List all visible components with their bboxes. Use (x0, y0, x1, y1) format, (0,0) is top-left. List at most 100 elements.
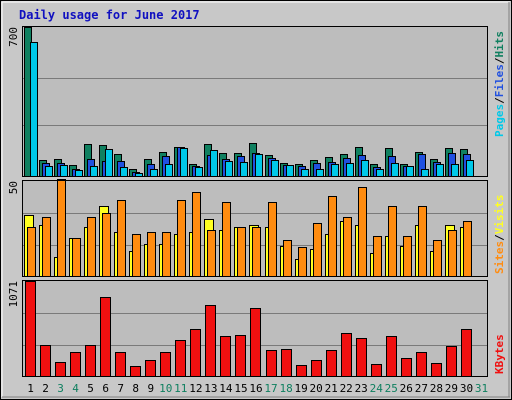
bar-pages-day-4 (75, 170, 83, 177)
bar-kbytes-day-16 (250, 308, 261, 377)
legend-visits: Visits (493, 195, 506, 235)
day-label-29: 29 (445, 382, 458, 395)
bar-sites-day-11 (177, 200, 186, 277)
day-label-17: 17 (264, 382, 277, 395)
bar-kbytes-day-24 (371, 364, 382, 377)
bar-pages-day-1 (30, 42, 38, 177)
bar-kbytes-day-5 (85, 345, 96, 377)
bar-sites-day-18 (283, 240, 292, 277)
bar-kbytes-day-21 (326, 350, 337, 377)
day-label-25: 25 (385, 382, 398, 395)
day-label-21: 21 (325, 382, 338, 395)
legend-visits-panel: Sites/Visits (493, 195, 506, 275)
bar-kbytes-day-19 (296, 365, 307, 377)
day-label-23: 23 (355, 382, 368, 395)
bar-pages-day-9 (150, 169, 158, 177)
bar-kbytes-day-1 (25, 281, 36, 377)
day-label-12: 12 (189, 382, 202, 395)
bar-sites-day-23 (358, 187, 367, 277)
bar-kbytes-day-25 (386, 336, 397, 377)
day-label-10: 10 (159, 382, 172, 395)
day-label-4: 4 (72, 382, 79, 395)
bar-pages-day-20 (316, 169, 324, 177)
bar-sites-day-8 (132, 234, 141, 277)
bar-sites-day-1 (27, 227, 36, 277)
bar-pages-day-3 (60, 165, 68, 177)
bar-kbytes-day-13 (205, 305, 216, 377)
bar-pages-day-16 (255, 154, 263, 177)
bar-pages-day-13 (210, 150, 218, 177)
bar-pages-day-14 (225, 161, 233, 177)
day-label-31: 31 (475, 382, 488, 395)
panel-visits-border (22, 180, 488, 277)
bar-kbytes-day-20 (311, 360, 322, 377)
day-label-16: 16 (249, 382, 262, 395)
legend-files: Files (493, 64, 506, 97)
bar-pages-day-22 (346, 163, 354, 177)
legend-sep-2: / (493, 57, 506, 64)
day-label-7: 7 (117, 382, 124, 395)
day-label-2: 2 (42, 382, 49, 395)
ylabel-visits-max: 50 (7, 181, 20, 194)
bar-kbytes-day-18 (281, 349, 292, 377)
day-label-22: 22 (340, 382, 353, 395)
bar-kbytes-day-27 (416, 352, 427, 377)
bar-pages-day-7 (120, 167, 128, 177)
day-label-27: 27 (415, 382, 428, 395)
bar-pages-day-21 (331, 164, 339, 177)
bar-pages-day-17 (271, 160, 279, 177)
day-label-26: 26 (400, 382, 413, 395)
legend-hits-panel: Pages/Files/Hits (493, 31, 506, 137)
day-label-19: 19 (294, 382, 307, 395)
legend-pages: Pages (493, 104, 506, 137)
day-label-5: 5 (87, 382, 94, 395)
bar-pages-day-23 (361, 160, 369, 177)
day-label-9: 9 (147, 382, 154, 395)
bar-kbytes-day-4 (70, 352, 81, 377)
bar-sites-day-29 (448, 230, 457, 277)
bar-pages-day-18 (286, 165, 294, 177)
bar-sites-day-5 (87, 217, 96, 277)
bar-sites-day-28 (433, 240, 442, 277)
legend-sep-1: / (493, 97, 506, 104)
bar-kbytes-day-11 (175, 340, 186, 377)
bar-pages-day-30 (466, 160, 474, 177)
bar-kbytes-day-22 (341, 333, 352, 377)
bar-kbytes-day-10 (160, 352, 171, 377)
bar-pages-day-27 (421, 169, 429, 177)
bar-kbytes-day-6 (100, 297, 111, 377)
ylabel-kbytes-max: 1071 (7, 281, 20, 308)
bar-kbytes-day-2 (40, 345, 51, 377)
day-label-15: 15 (234, 382, 247, 395)
bar-sites-day-13 (207, 230, 216, 277)
day-label-24: 24 (370, 382, 384, 395)
legend-hits: Hits (493, 31, 506, 58)
bar-sites-day-15 (237, 227, 246, 277)
bar-pages-day-10 (165, 164, 173, 177)
legend-kbytes: KBytes (493, 334, 506, 374)
day-label-8: 8 (132, 382, 139, 395)
bar-sites-day-3 (57, 179, 66, 277)
bar-kbytes-day-8 (130, 366, 141, 377)
legend-sites: Sites (493, 241, 506, 274)
bar-kbytes-day-15 (235, 335, 246, 377)
legend-sep-3: / (493, 234, 506, 241)
bar-sites-day-17 (268, 202, 277, 277)
bar-sites-day-10 (162, 232, 171, 277)
bar-sites-day-6 (102, 213, 111, 277)
bar-pages-day-19 (301, 169, 309, 177)
ylabel-hits-max: 700 (7, 27, 20, 47)
bar-sites-day-19 (298, 247, 307, 277)
bar-sites-day-25 (388, 206, 397, 277)
bar-pages-day-29 (451, 164, 459, 177)
bar-sites-day-4 (72, 238, 81, 277)
bar-kbytes-day-7 (115, 352, 126, 377)
bar-kbytes-day-14 (220, 336, 231, 377)
bar-sites-day-20 (313, 223, 322, 277)
bar-pages-day-11 (180, 148, 188, 177)
bar-sites-day-7 (117, 200, 126, 277)
bar-sites-day-27 (418, 206, 427, 277)
bar-kbytes-day-17 (266, 350, 277, 377)
legend-kbytes-panel: KBytes (493, 334, 506, 374)
